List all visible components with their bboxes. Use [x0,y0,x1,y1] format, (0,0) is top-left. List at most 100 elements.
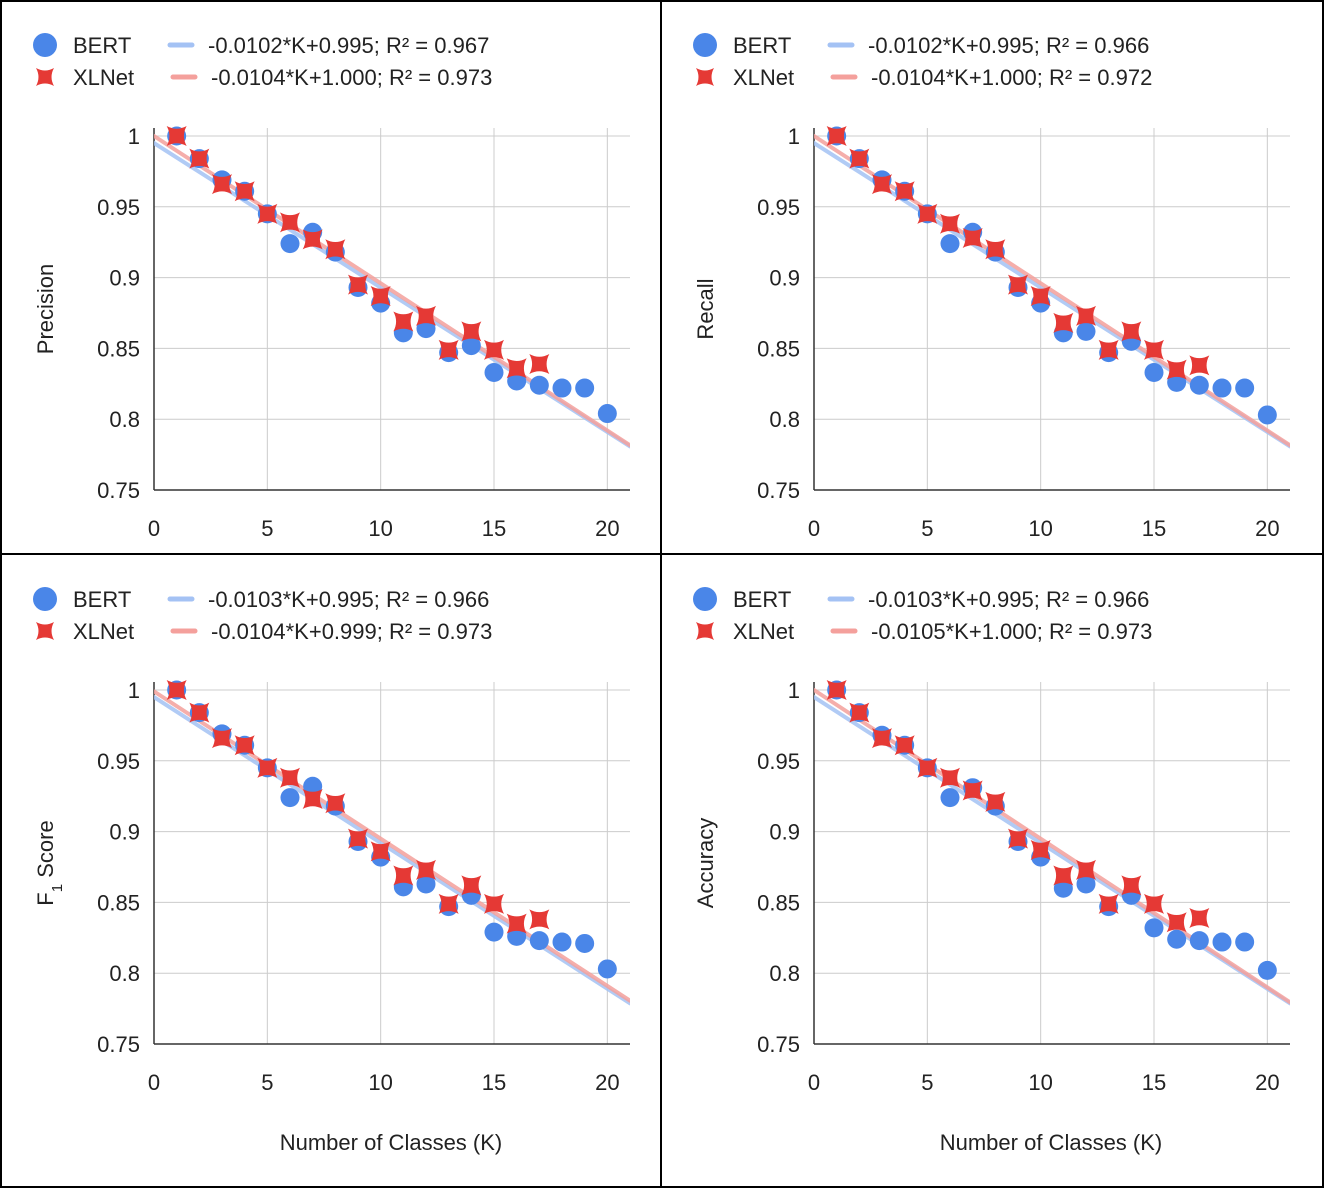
legend-xlnet-label: XLNet [73,619,134,644]
xlnet-point [461,875,482,896]
bert-point [1212,932,1232,952]
y-tick-label: 0.75 [757,478,800,503]
xlnet-point [1053,865,1074,886]
x-marker-shape [393,865,414,886]
bert-point [484,362,504,382]
legend-bert-trend-label: -0.0102*K+0.995; R² = 0.966 [868,33,1149,58]
x-marker-shape [826,680,847,700]
x-marker-shape [393,311,414,332]
xlnet-point [393,311,414,332]
xlnet-point [940,767,960,788]
x-marker-shape [1144,893,1164,914]
xlnet-point [529,909,550,930]
legend-xlnet-label: XLNet [733,619,794,644]
x-marker-shape [370,841,391,862]
x-marker-shape [416,859,436,880]
x-marker-shape [325,793,346,814]
x-marker-shape [166,680,187,700]
xlnet-point [1144,893,1164,914]
xlnet-point [325,239,346,260]
xlnet-point [826,680,847,700]
x-marker-shape [257,203,278,224]
xlnet-point [280,767,300,788]
y-tick-label: 0.9 [769,266,800,291]
xlnet-point [1030,286,1051,307]
legend-bert-label: BERT [73,587,131,612]
xlnet-point [234,735,255,756]
bert-point [940,788,960,808]
x-marker-shape [370,286,391,307]
bert-point [507,371,527,391]
xlnet-point [1098,893,1119,914]
y-tick-label: 0.85 [97,336,140,361]
x-marker-shape [940,213,960,234]
x-marker-shape [1166,912,1187,933]
y-tick-label: 0.8 [109,961,140,986]
y-axis-title: Precision [33,264,58,354]
bert-point [552,378,572,398]
legend-bert-marker-icon [33,587,57,611]
x-marker-shape [985,791,1006,812]
trendline-xlnet [814,688,1290,1005]
xlnet-point [1076,305,1096,326]
x-marker-shape [1030,840,1051,861]
x-marker-shape [1189,355,1210,376]
legend-xlnet-trend-label: -0.0105*K+1.000; R² = 0.973 [871,619,1152,644]
legend-bert-label: BERT [73,33,131,58]
x-marker-shape [826,126,847,146]
x-marker-shape [302,229,323,250]
xlnet-point [189,702,210,723]
xlnet-point [325,793,346,814]
x-marker-shape [416,305,436,326]
xlnet-point [416,859,436,880]
bert-point [940,234,960,254]
xlnet-point [1008,274,1028,295]
y-tick-label: 1 [788,124,800,149]
legend: BERT -0.0102*K+0.995; R² = 0.967 XLNet -0.0… [33,33,492,90]
xlnet-point [484,893,504,914]
x-marker-shape [36,622,54,640]
xlnet-point [1144,339,1164,360]
y-tick-label: 0.8 [109,407,140,432]
x-marker-shape [212,728,232,749]
legend-bert-trend-label: -0.0103*K+0.995; R² = 0.966 [868,587,1149,612]
x-marker-shape [302,789,323,810]
x-marker-shape [257,757,278,778]
y-tick-label: 0.95 [757,195,800,220]
legend-xlnet-label: XLNet [733,65,794,90]
legend-xlnet-marker-icon [696,68,714,86]
xlnet-point [894,735,915,756]
y-tick-label: 1 [128,678,140,703]
trendline-xlnet [154,689,630,1003]
x-marker-shape [917,757,938,778]
xlnet-point [257,203,278,224]
x-marker-shape [1053,312,1074,333]
x-marker-shape [1121,321,1142,342]
series-xlnet [826,680,1210,933]
bert-point [529,931,549,951]
x-marker-shape [348,274,368,295]
xlnet-point [1189,907,1210,928]
x-marker-shape [696,68,714,86]
x-marker-shape [894,735,915,756]
xlnet-point [940,213,960,234]
xlnet-point [416,305,436,326]
trendline-bert [154,695,630,1006]
legend: BERT -0.0103*K+0.995; R² = 0.966 XLNet -0.0… [33,587,492,644]
x-marker-shape [166,126,187,146]
gridlines [814,128,1290,490]
xlnet-point [348,274,368,295]
bert-point [416,319,436,339]
x-marker-shape [1076,305,1096,326]
x-tick-label: 0 [808,516,820,541]
x-marker-shape [1076,859,1096,880]
x-marker-shape [461,875,482,896]
x-marker-shape [189,702,210,723]
y-tick-label: 0.95 [97,195,140,220]
legend-xlnet-trend-label: -0.0104*K+1.000; R² = 0.972 [871,65,1152,90]
bert-point [1189,375,1209,395]
xlnet-point [849,148,870,169]
xlnet-point [917,757,938,778]
